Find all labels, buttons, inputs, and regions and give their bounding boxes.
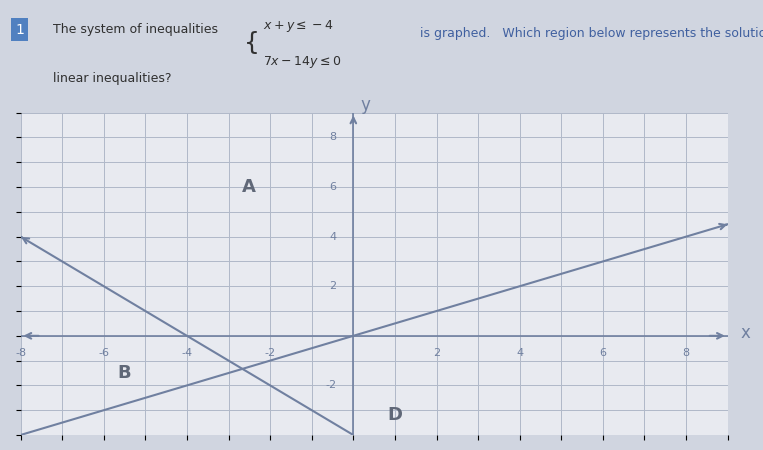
Text: -6: -6 xyxy=(98,348,109,358)
Text: -2: -2 xyxy=(326,380,336,391)
Text: y: y xyxy=(361,96,371,114)
Text: B: B xyxy=(118,364,131,382)
Text: 2: 2 xyxy=(330,281,336,291)
Text: linear inequalities?: linear inequalities? xyxy=(53,72,172,85)
Text: -8: -8 xyxy=(15,348,26,358)
Text: 1: 1 xyxy=(15,22,24,36)
Text: 8: 8 xyxy=(330,132,336,143)
Text: $x + y \leq -4$: $x + y \leq -4$ xyxy=(263,18,333,34)
Text: 6: 6 xyxy=(600,348,607,358)
Text: 2: 2 xyxy=(433,348,440,358)
Text: $7x - 14y \leq 0$: $7x - 14y \leq 0$ xyxy=(263,54,342,70)
Text: 4: 4 xyxy=(516,348,523,358)
Text: -2: -2 xyxy=(265,348,275,358)
Text: x: x xyxy=(740,324,750,342)
Text: D: D xyxy=(388,406,402,424)
Text: The system of inequalities: The system of inequalities xyxy=(53,22,218,36)
Text: 8: 8 xyxy=(683,348,690,358)
Text: is graphed.   Which region below represents the solution to: is graphed. Which region below represent… xyxy=(420,27,763,40)
Text: -4: -4 xyxy=(182,348,192,358)
Text: 4: 4 xyxy=(330,232,336,242)
Text: A: A xyxy=(243,178,256,196)
Text: 6: 6 xyxy=(330,182,336,192)
Text: {: { xyxy=(244,32,260,55)
